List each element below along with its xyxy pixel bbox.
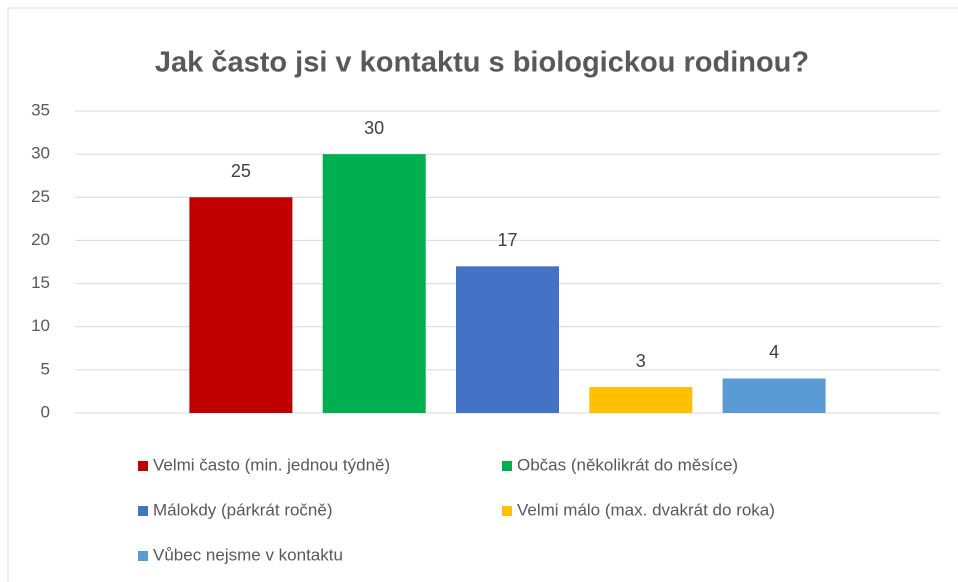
y-tick-label: 35 [31,100,50,119]
y-tick-label: 20 [31,230,50,249]
bar [189,197,293,413]
legend-label: Málokdy (párkrát ročně) [153,500,333,519]
legend-marker [138,551,148,561]
y-tick-label: 25 [31,187,50,206]
y-tick-label: 30 [31,144,50,163]
value-label: 25 [231,161,251,181]
legend-label: Velmi často (min. jednou týdně) [153,455,390,474]
legend-marker [138,506,148,516]
y-tick-label: 10 [31,316,50,335]
legend-marker [502,506,512,516]
legend-label: Občas (několikrát do měsíce) [517,455,738,474]
legend-label: Velmi málo (max. dvakrát do roka) [517,500,775,519]
bar [722,378,826,413]
bar [322,154,426,413]
y-tick-label: 5 [41,359,50,378]
bar [589,387,693,413]
legend-marker [502,461,512,471]
y-tick-label: 15 [31,273,50,292]
value-label: 4 [769,342,779,362]
value-label: 3 [636,351,646,371]
chart-title: Jak často jsi v kontaktu s biologickou r… [155,47,809,79]
legend-label: Vůbec nejsme v kontaktu [153,545,343,564]
bar [456,266,559,413]
y-tick-label: 0 [41,402,50,421]
value-label: 17 [497,230,517,250]
legend-marker [138,461,148,471]
value-label: 30 [364,118,384,138]
